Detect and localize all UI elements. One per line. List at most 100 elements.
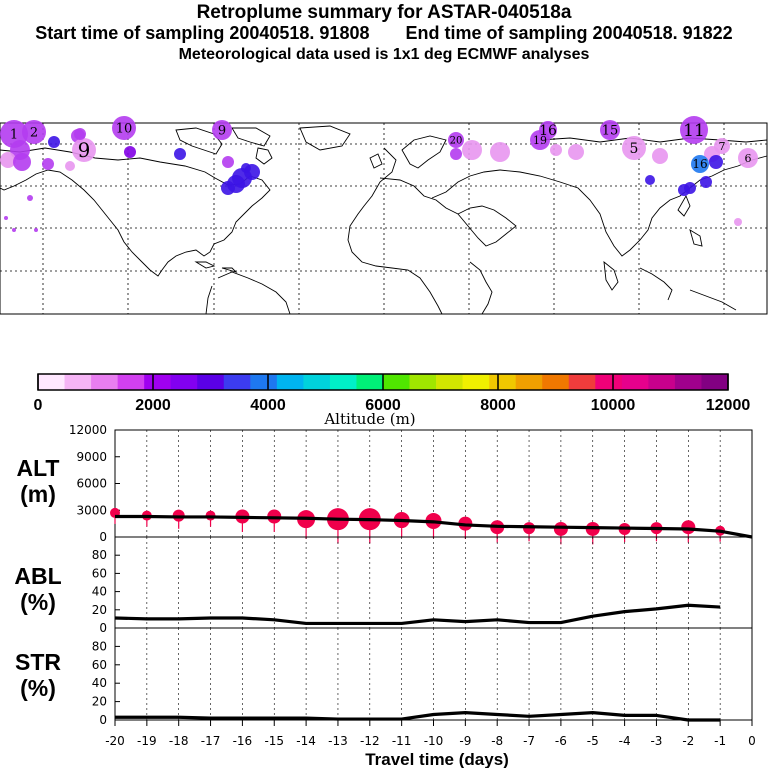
y-tick-label: 12000 [69, 423, 107, 437]
colorbar-segment [595, 374, 623, 390]
colorbar-segment [409, 374, 437, 390]
map-number-label: 2 [30, 126, 38, 141]
x-tick-label: -4 [619, 734, 631, 748]
x-tick-label: -7 [523, 734, 535, 748]
map-number-label: 7 [719, 140, 726, 153]
map-number-label: 19 [533, 134, 547, 147]
colorbar-tick-label: 4000 [250, 397, 286, 414]
x-tick-label: -9 [459, 734, 471, 748]
y-tick-label: 9000 [76, 450, 107, 464]
colorbar-tick-label: 6000 [365, 397, 401, 414]
plume-marker [490, 142, 510, 162]
plume-marker [568, 144, 584, 160]
alt-unit: (m) [20, 481, 56, 507]
y-tick-label: 0 [99, 530, 107, 544]
y-tick-label: 3000 [76, 503, 107, 517]
colorbar-segment [515, 374, 543, 390]
colorbar-segment [91, 374, 118, 390]
str-unit: (%) [20, 675, 56, 701]
map-number-label: 15 [602, 124, 619, 139]
y-tick-label: 0 [99, 713, 107, 727]
x-tick-label: -11 [392, 734, 412, 748]
str-label: STR [15, 649, 61, 675]
plume-marker [42, 158, 54, 170]
colorbar-segment [197, 374, 225, 390]
colorbar-tick-label: 10000 [591, 397, 636, 414]
plume-marker [652, 148, 668, 164]
colorbar-segment [144, 374, 171, 390]
map-number-label: 16 [692, 157, 707, 171]
x-tick-label: -17 [201, 734, 221, 748]
colorbar-segment [223, 374, 251, 390]
plume-marker [212, 120, 232, 140]
plume-marker [222, 156, 234, 168]
colorbar-segment [250, 374, 278, 390]
plume-marker [680, 116, 708, 144]
colorbar-segment [674, 374, 702, 390]
x-axis-title: Travel time (days) [365, 750, 509, 768]
start-label: Start time of sampling [35, 23, 225, 43]
map-number-label: 1 [10, 128, 18, 143]
plume-marker [241, 163, 251, 173]
map-number-label: 9 [218, 124, 226, 139]
plume-marker [13, 153, 31, 171]
map-number-label: 10 [116, 122, 133, 137]
plume-marker [645, 175, 655, 185]
plume-marker [74, 128, 86, 140]
colorbar-segment [701, 374, 729, 390]
colorbar-segment [303, 374, 331, 390]
plume-marker [65, 161, 75, 171]
x-tick-label: -14 [296, 734, 316, 748]
map-number-label: 9 [78, 138, 91, 162]
map-number-label: 5 [630, 141, 639, 157]
abl-label: ABL [14, 563, 61, 589]
end-label: End time of sampling [405, 23, 588, 43]
time-series-panels: 030006000900012000020406080020406080-20-… [69, 423, 756, 748]
plume-marker [600, 120, 620, 140]
map-number-label: 16 [539, 123, 557, 139]
x-tick-label: -16 [233, 734, 253, 748]
plume-marker [0, 152, 16, 168]
y-tick-label: 60 [92, 658, 107, 672]
plume-marker [709, 155, 723, 169]
colorbar-segment [648, 374, 676, 390]
series-line [115, 514, 753, 539]
series-line [115, 711, 721, 722]
x-tick-label: -5 [587, 734, 599, 748]
alt-label: ALT [16, 455, 59, 481]
plume-marker [691, 155, 709, 173]
plume-marker [48, 136, 60, 148]
y-tick-label: 80 [92, 548, 107, 562]
plume-marker [22, 120, 46, 144]
x-tick-label: -18 [169, 734, 189, 748]
x-tick-label: -2 [682, 734, 694, 748]
map-number-label: 11 [683, 121, 705, 141]
plume-marker [124, 146, 136, 158]
y-tick-label: 40 [92, 676, 107, 690]
colorbar-segment [462, 374, 490, 390]
y-tick-label: 60 [92, 566, 107, 580]
y-tick-label: 20 [92, 603, 107, 617]
plume-marker [174, 148, 186, 160]
colorbar-segment [489, 374, 516, 390]
colorbar-tick-label: 12000 [706, 397, 751, 414]
y-tick-label: 80 [92, 639, 107, 653]
panel-labels: ALT (m) ABL (%) STR (%) [14, 455, 61, 701]
colorbar-segment [356, 374, 384, 390]
altitude-marker [681, 520, 696, 535]
met-data-line: Meteorological data used is 1x1 deg ECMW… [178, 46, 590, 63]
y-tick-label: 6000 [76, 477, 107, 491]
colorbar-tick-label: 0 [34, 397, 43, 414]
map-number-label: 20 [450, 136, 463, 147]
plume-marker [550, 144, 562, 156]
plume-marker [112, 116, 136, 140]
x-tick-label: -10 [424, 734, 444, 748]
x-tick-label: -6 [555, 734, 567, 748]
plume-marker [450, 148, 462, 160]
x-tick-label: -15 [264, 734, 284, 748]
colorbar-segment [621, 374, 649, 390]
colorbar-segment [568, 374, 596, 390]
start-value: 20040518. 91808 [229, 23, 370, 43]
y-tick-label: 20 [92, 695, 107, 709]
